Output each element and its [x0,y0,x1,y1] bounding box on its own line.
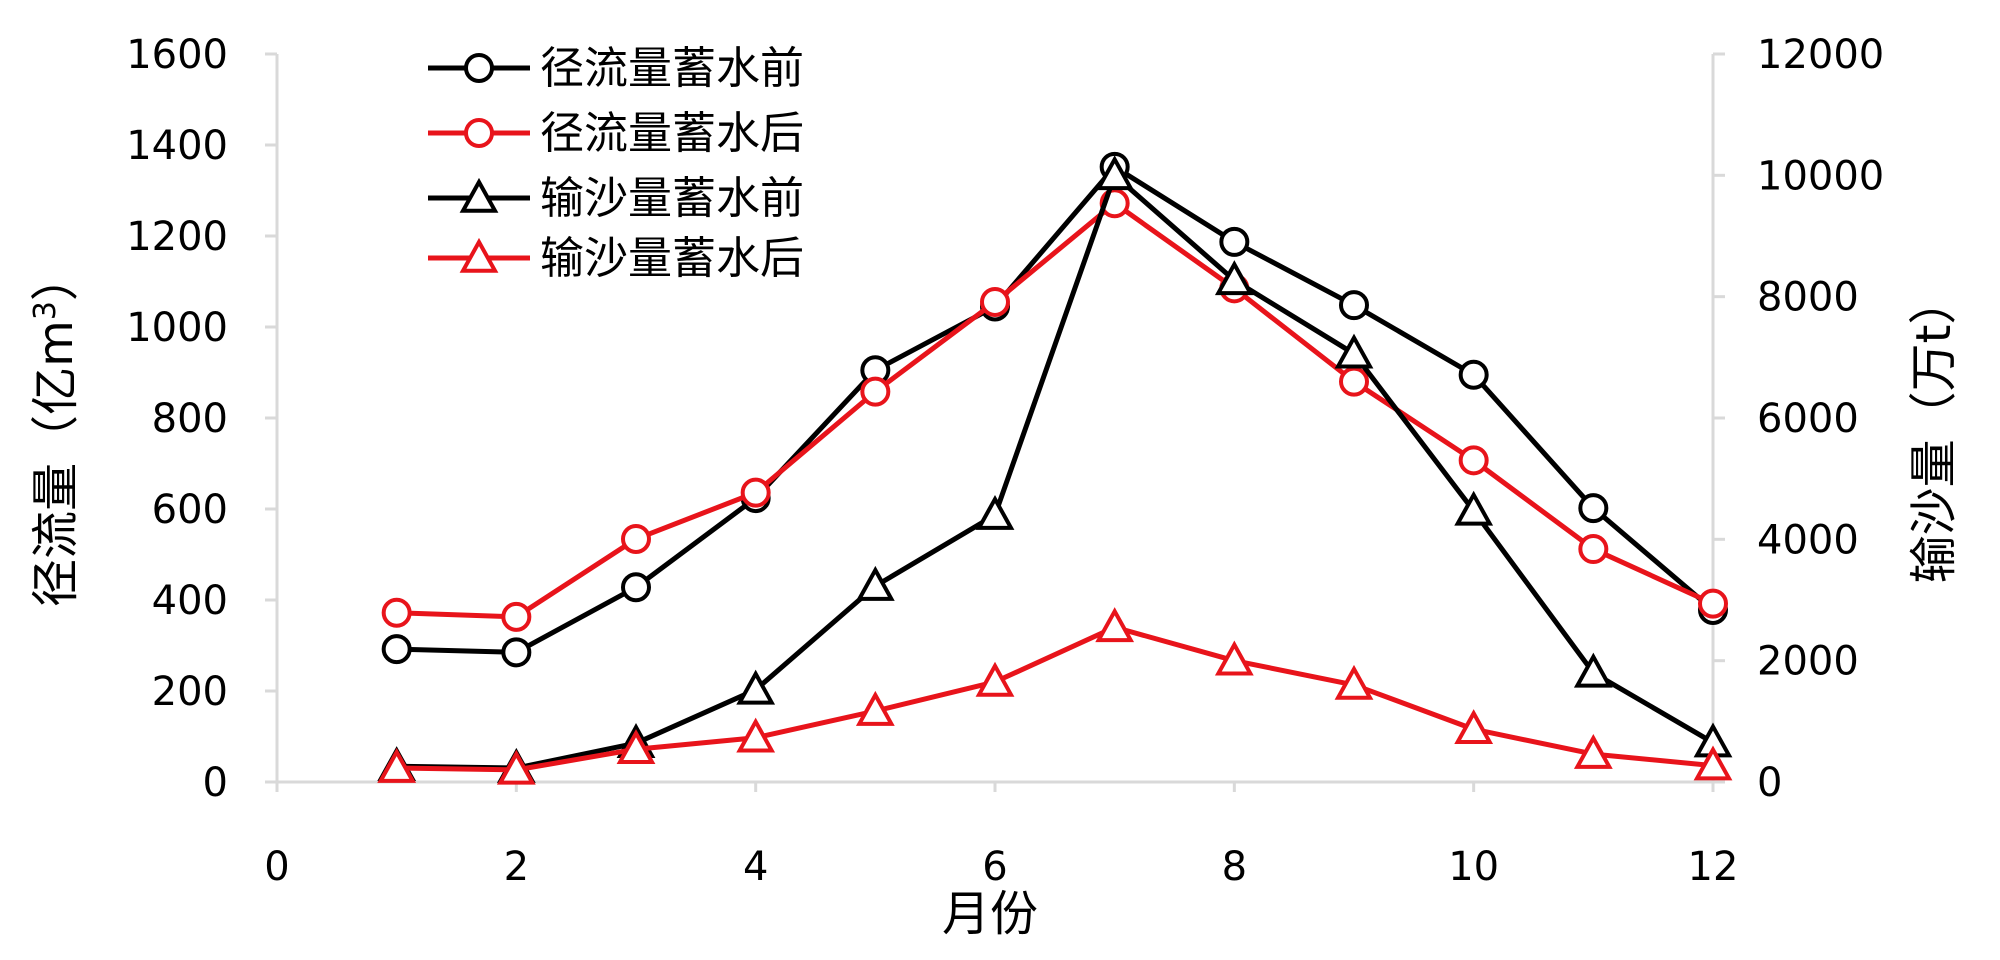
series-4-point [1693,745,1733,781]
legend-marker [464,53,494,83]
left-y-axis-title-close: ） [28,253,84,301]
series-4-point [496,749,536,785]
right-y-axis-title: 输沙量（万t） [1906,277,1962,584]
left-y-tick-label: 600 [152,487,228,533]
series-2-point [501,601,532,632]
legend-item-4: 输沙量蓄水后 [428,233,804,284]
series-4-point [1573,733,1613,769]
legend-item-1: 径流量蓄水前 [428,43,804,94]
series-1-point [1578,493,1609,524]
legend-marker [464,118,494,148]
x-tick-label: 0 [264,844,289,890]
series-1-line [396,164,1715,655]
series-4-point [855,690,895,726]
right-y-tick-label: 6000 [1757,396,1859,442]
series-4-point [1334,664,1374,700]
legend-label: 输沙量蓄水前 [540,173,804,224]
left-y-tick-label: 200 [152,669,228,715]
series-1-point [1219,226,1250,257]
series-1-point [1339,290,1369,321]
x-tick-label: 8 [1222,844,1247,890]
series-4-point [975,661,1015,697]
left-y-tick-label: 1000 [126,305,228,351]
series-3-line [396,172,1715,771]
series-2-point [1458,445,1489,476]
left-y-tick-label: 400 [152,578,228,624]
series-4-point [736,717,776,753]
series-3-point [975,494,1015,530]
series-2-point [980,286,1010,317]
left-y-axis-title-main: 径流量（亿m [28,320,84,607]
left-y-tick-label: 800 [152,396,228,442]
left-y-axis-title: 径流量（亿m3） [28,253,85,607]
right-y-tick-label: 4000 [1757,517,1859,563]
series-2-point [1578,534,1609,565]
series-3-point [1573,652,1613,688]
series-2-point [1698,588,1728,619]
series-layer [377,151,1733,785]
series-4-point [1095,607,1135,643]
series-1-point [1458,359,1489,390]
left-y-tick-label: 1400 [126,123,228,169]
series-4-point [616,729,656,765]
left-y-axis-title-superscript: 3 [28,301,63,320]
legend-label: 输沙量蓄水后 [540,233,804,284]
left-y-tick-label: 1600 [126,32,228,78]
tick-labels: 0200400600800100012001400160002000400060… [126,32,1884,890]
series-1-point [621,572,651,603]
x-axis-title: 月份 [942,886,1038,942]
series-4-point [1214,640,1254,676]
right-y-tick-label: 12000 [1757,32,1884,78]
legend-marker [459,237,499,273]
series-3-point [1214,260,1254,296]
series-1-point [501,637,532,668]
legend-item-2: 径流量蓄水后 [428,108,804,159]
series-4-line [396,624,1714,773]
series-3-point [1334,333,1374,369]
right-y-tick-label: 2000 [1757,639,1859,685]
legend-marker [459,177,499,213]
series-3-point [1095,155,1135,191]
x-tick-label: 2 [504,844,529,890]
series-2-point [860,376,891,407]
legend-label: 径流量蓄水前 [540,43,804,94]
series-2-point [381,597,412,628]
x-tick-label: 12 [1688,844,1739,890]
series-1-point [381,634,412,665]
x-tick-label: 10 [1448,844,1499,890]
x-tick-label: 4 [743,844,768,890]
left-y-tick-label: 0 [203,760,228,806]
series-2-point [1339,366,1369,397]
legend-label: 径流量蓄水后 [540,108,804,159]
series-4 [377,607,1733,785]
series-4-point [1454,709,1494,745]
right-y-tick-label: 0 [1757,760,1782,806]
legend-item-3: 输沙量蓄水前 [428,173,804,224]
series-3-point [736,669,776,705]
series-3-point [855,565,895,601]
series-2-point [740,477,771,508]
series-2 [381,188,1728,632]
x-tick-label: 6 [982,844,1007,890]
series-1 [381,151,1728,668]
series-4-point [377,747,417,783]
left-y-tick-label: 1200 [126,214,228,260]
series-3-point [1454,490,1494,526]
series-2-point [621,524,651,555]
right-y-tick-label: 8000 [1757,275,1859,321]
series-2-line [396,200,1715,620]
right-y-tick-label: 10000 [1757,153,1884,199]
